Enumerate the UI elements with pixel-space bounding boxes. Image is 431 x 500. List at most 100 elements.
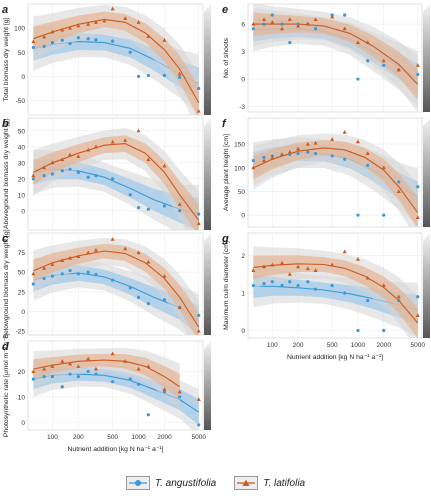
data-point-angustifolia: [280, 283, 284, 288]
panel-a: -50 0 50 100 Total biomass dry weight [g]a: [2, 3, 211, 116]
data-point-latifolia: [262, 17, 267, 22]
nutrient-gradient-wedge: [204, 118, 211, 230]
data-point-latifolia: [136, 366, 141, 371]
nutrient-gradient-wedge: [204, 341, 211, 430]
y-tick-label: 10: [18, 394, 26, 401]
nutrient-gradient-wedge: [423, 118, 430, 227]
data-point-angustifolia: [366, 59, 370, 63]
data-point-angustifolia: [251, 159, 255, 163]
data-point-angustifolia: [86, 369, 90, 374]
confidence-band-latifolia: [253, 140, 418, 227]
y-tick-label: 150: [234, 142, 245, 149]
y-tick-label: 10: [18, 192, 26, 199]
panel-letter: d: [2, 341, 9, 353]
data-point-angustifolia: [128, 286, 132, 290]
data-point-angustifolia: [86, 175, 90, 179]
data-point-latifolia: [355, 257, 360, 261]
y-tick-label: 1: [241, 291, 245, 298]
data-point-angustifolia: [356, 77, 360, 81]
data-point-angustifolia: [31, 45, 35, 50]
x-axis-label: Nutrient addition [kg N ha⁻¹ a⁻¹]: [68, 446, 164, 453]
data-point-latifolia: [42, 266, 47, 270]
data-point-angustifolia: [111, 380, 115, 384]
data-point-angustifolia: [68, 41, 72, 46]
data-point-latifolia: [93, 20, 98, 24]
panel-letter: g: [221, 233, 229, 245]
y-tick-label: 40: [18, 144, 26, 151]
legend-key-angustifolia: [125, 476, 150, 490]
data-point-latifolia: [31, 173, 36, 178]
data-point-latifolia: [68, 25, 73, 30]
data-point-latifolia: [177, 202, 182, 206]
plot-content: [253, 133, 419, 227]
data-point-angustifolia: [42, 276, 46, 281]
plot-content: [33, 4, 200, 115]
plot-content: [33, 128, 200, 230]
data-point-latifolia: [305, 21, 310, 26]
data-point-latifolia: [313, 17, 318, 22]
y-tick-label: 0: [21, 309, 25, 316]
data-point-angustifolia: [162, 73, 167, 78]
legend-key-latifolia: [234, 476, 259, 490]
data-point-latifolia: [251, 165, 256, 170]
data-point-angustifolia: [146, 302, 150, 306]
data-point-angustifolia: [86, 270, 90, 274]
nutrient-gradient-wedge: [204, 233, 211, 335]
data-point-latifolia: [60, 258, 65, 262]
data-point-angustifolia: [251, 27, 255, 31]
data-point-latifolia: [330, 137, 335, 141]
data-point-angustifolia: [270, 13, 274, 17]
data-point-angustifolia: [416, 295, 420, 299]
data-point-angustifolia: [382, 63, 386, 67]
data-point-angustifolia: [162, 390, 167, 394]
data-point-latifolia: [313, 140, 318, 145]
data-point-angustifolia: [111, 39, 115, 43]
data-point-angustifolia: [366, 298, 370, 303]
data-point-latifolia: [287, 272, 292, 276]
legend-label-angustifolia: T. angustifolia: [154, 477, 217, 489]
fit-line-latifolia: [253, 23, 419, 85]
data-point-latifolia: [355, 40, 360, 44]
x-tick-label: 100: [267, 342, 278, 349]
data-point-angustifolia: [270, 280, 274, 284]
x-tick-label: 100: [47, 434, 58, 441]
data-point-latifolia: [177, 389, 182, 394]
data-point-latifolia: [270, 20, 275, 24]
data-point-latifolia: [68, 255, 73, 260]
data-point-latifolia: [60, 157, 65, 162]
y-tick-label: 25: [18, 289, 26, 296]
data-point-latifolia: [342, 249, 347, 254]
data-point-latifolia: [177, 305, 182, 310]
data-point-angustifolia: [42, 174, 46, 178]
data-point-latifolia: [396, 189, 401, 193]
data-point-latifolia: [146, 259, 151, 264]
y-tick-label: 0: [21, 420, 25, 427]
data-point-angustifolia: [343, 291, 347, 295]
legend-item-latifolia: T. latifolia: [234, 476, 305, 490]
data-point-latifolia: [196, 328, 201, 333]
data-point-angustifolia: [178, 395, 182, 399]
data-point-angustifolia: [197, 423, 201, 427]
data-point-latifolia: [50, 364, 55, 368]
data-point-latifolia: [396, 67, 401, 72]
y-tick-label: 0: [21, 208, 25, 215]
data-point-latifolia: [262, 264, 267, 269]
data-point-latifolia: [381, 58, 386, 63]
data-point-latifolia: [136, 128, 141, 133]
fit-line-latifolia: [33, 18, 200, 104]
data-point-angustifolia: [60, 169, 64, 173]
panel-letter: f: [222, 118, 227, 130]
data-point-latifolia: [76, 254, 81, 259]
data-point-latifolia: [123, 138, 128, 142]
data-point-latifolia: [296, 146, 301, 151]
y-axis-label: Average plant height [cm]: [223, 134, 230, 211]
data-point-angustifolia: [288, 152, 292, 157]
panel-f: 0 50 100 150 Average plant height [cm] f: [222, 117, 430, 228]
legend: T. angustifolia T. latifolia: [0, 472, 431, 494]
legend-label-latifolia: T. latifolia: [263, 477, 306, 489]
data-point-angustifolia: [178, 209, 182, 213]
data-point-angustifolia: [146, 207, 150, 211]
y-tick-label: 0: [21, 74, 25, 81]
data-point-angustifolia: [197, 313, 201, 317]
